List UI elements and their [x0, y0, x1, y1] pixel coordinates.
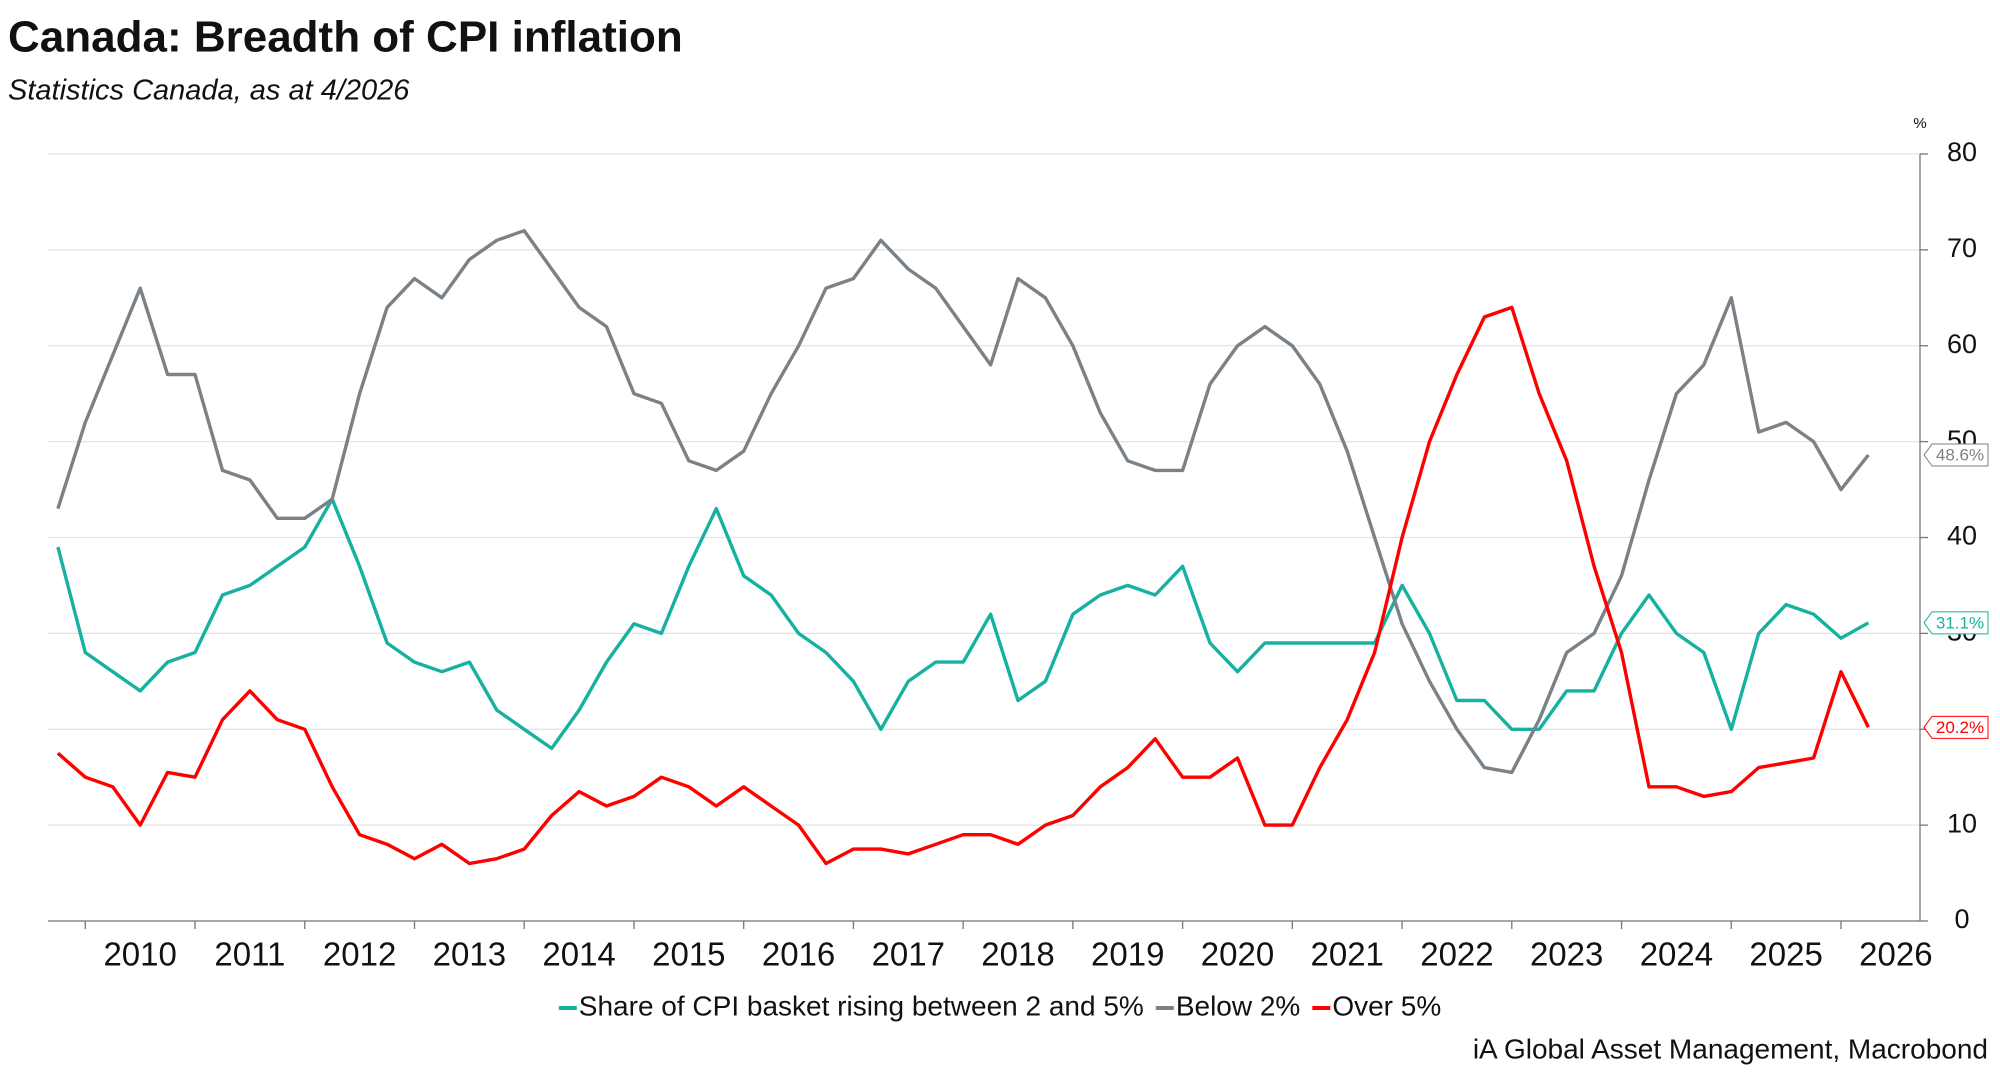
y-tick-label: 60 [1947, 329, 1977, 359]
x-tick-label: 2015 [652, 936, 725, 973]
series-line [56, 305, 1870, 866]
y-tick-label: 40 [1947, 521, 1977, 551]
x-tick-label: 2020 [1201, 936, 1274, 973]
series-line [56, 497, 1870, 751]
x-tick-label: 2017 [872, 936, 945, 973]
x-tick-label: 2018 [981, 936, 1054, 973]
y-tick-label: 80 [1947, 137, 1977, 167]
x-tick-label: 2012 [323, 936, 396, 973]
series-line [56, 229, 1870, 775]
x-tick-label: 2021 [1310, 936, 1383, 973]
end-label-text: 20.2% [1936, 718, 1984, 737]
end-label: 20.2% [1923, 715, 1989, 739]
x-tick-label: 2024 [1640, 936, 1713, 973]
x-tick-label: 2023 [1530, 936, 1603, 973]
x-tick-label: 2016 [762, 936, 835, 973]
end-label-box [1923, 443, 1989, 467]
y-tick-label: 0 [1954, 904, 1969, 934]
legend-label: Share of CPI basket rising between 2 and… [579, 990, 1144, 1021]
x-tick-label: 2010 [103, 936, 176, 973]
x-tick-label: 2022 [1420, 936, 1493, 973]
y-tick-label: 70 [1947, 233, 1977, 263]
legend-label: Over 5% [1332, 990, 1441, 1021]
end-label-text: 31.1% [1936, 613, 1984, 632]
x-tick-label: 2025 [1749, 936, 1822, 973]
source: iA Global Asset Management, Macrobond [1473, 1033, 1988, 1064]
end-label: 48.6% [1923, 443, 1989, 467]
legend-label: Below 2% [1176, 990, 1301, 1021]
x-tick-label: 2013 [433, 936, 506, 973]
end-label: 31.1% [1923, 611, 1989, 635]
x-tick-label: 2026 [1859, 936, 1932, 973]
end-label-box [1923, 715, 1989, 739]
legend: Share of CPI basket rising between 2 and… [558, 990, 1441, 1021]
y-unit: % [1913, 115, 1926, 132]
y-tick-label: 10 [1947, 808, 1977, 838]
chart-title: Canada: Breadth of CPI inflation [8, 13, 683, 62]
end-label-text: 48.6% [1936, 446, 1984, 465]
x-tick-label: 2011 [214, 936, 285, 973]
x-tick-label: 2014 [542, 936, 615, 973]
end-label-box [1923, 611, 1989, 635]
x-tick-label: 2019 [1091, 936, 1164, 973]
chart-subtitle: Statistics Canada, as at 4/2026 [8, 75, 410, 107]
